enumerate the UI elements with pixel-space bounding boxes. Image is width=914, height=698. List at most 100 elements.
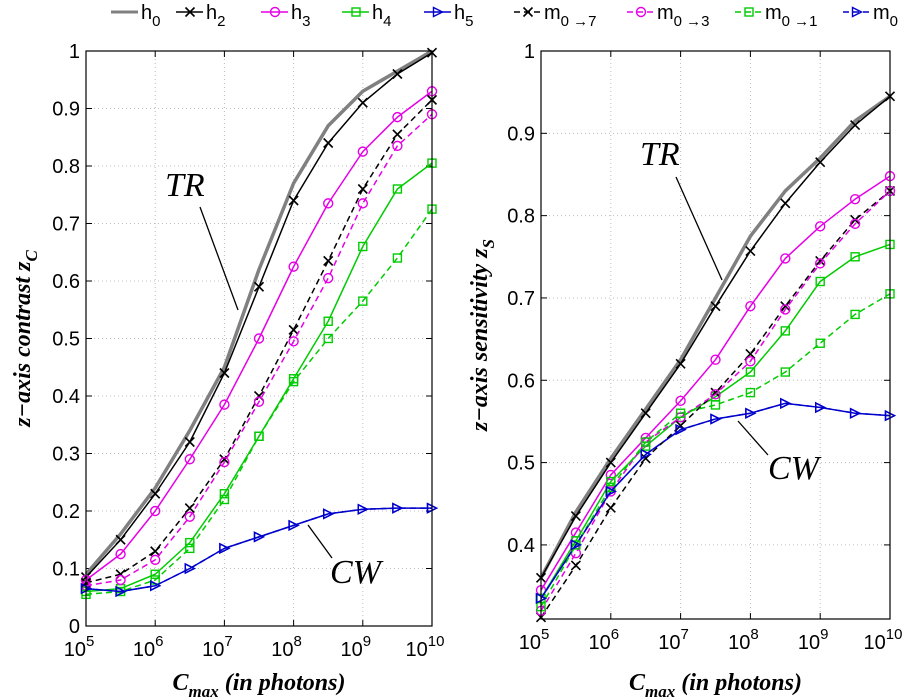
x-tick-exponent: 7 [681, 626, 689, 643]
y-tick-label: 0.4 [507, 535, 535, 557]
legend-label-sub: 5 [465, 13, 473, 30]
data-point-m07 [288, 324, 299, 335]
x-axis-label-sub: max [189, 682, 220, 698]
x-tick-label: 106 [133, 633, 164, 661]
data-point-m01 [850, 309, 860, 320]
data-point-m01 [358, 296, 368, 306]
y-tick-label: 0.5 [52, 329, 80, 351]
data-point-m03 [780, 304, 791, 315]
y-axis-label-sub: C [22, 250, 41, 262]
legend-label-h5: h5 [454, 2, 473, 30]
data-point-h2 [115, 534, 126, 545]
data-point-h2 [815, 157, 826, 168]
series-line-h0 [84, 49, 433, 576]
data-point-h4 [358, 241, 368, 252]
y-axis-label: z−axis contrast zC [10, 250, 41, 428]
x-tick-exponent: 8 [294, 633, 302, 650]
data-point-m03 [184, 511, 196, 522]
legend-item-h4: h4 [342, 2, 391, 30]
legend-item-h0: h0 [111, 2, 160, 30]
data-point-h3 [745, 300, 756, 312]
legend-label-base: m [873, 2, 890, 24]
data-point-h4 [323, 316, 333, 326]
data-point-m0 [150, 580, 162, 592]
x-axis-label-base: C [629, 670, 646, 696]
y-tick-label: 0.1 [52, 559, 80, 581]
x-tick-exponent: 7 [224, 633, 232, 650]
data-point-m03 [323, 272, 334, 284]
data-point-h4 [780, 326, 790, 336]
x-axis-label: Cmax (in photons) [629, 670, 802, 698]
x-tick-exponent: 10 [886, 626, 903, 643]
x-axis-label: Cmax (in photons) [173, 670, 346, 698]
y-axis-label-sub: S [479, 239, 498, 248]
legend-marker-m01 [744, 7, 754, 17]
legend-label-base: h [206, 2, 217, 24]
data-point-m01 [675, 408, 686, 418]
x-tick-base: 10 [271, 639, 293, 661]
legend-label-base: m [657, 2, 674, 24]
data-point-m0 [640, 448, 652, 460]
data-point-h2 [219, 367, 230, 379]
legend-label-base: m [765, 2, 782, 24]
data-point-m0 [357, 503, 369, 515]
data-point-h3 [323, 198, 334, 209]
data-point-h3 [288, 261, 299, 272]
x-axis-label-rest: (in photons) [675, 670, 802, 696]
data-point-h2 [288, 195, 299, 206]
legend-label-h0: h0 [141, 2, 160, 30]
annotation-pointer [737, 420, 769, 456]
data-point-m07 [780, 301, 791, 312]
x-tick-base: 10 [406, 639, 428, 661]
y-tick-label: 0.6 [507, 370, 535, 392]
legend-item-m07: m0 →7 [514, 2, 597, 30]
x-tick-base: 10 [864, 632, 886, 654]
x-tick-label: 1010 [406, 633, 445, 661]
annotation-pointer [199, 206, 239, 311]
series-line-h3 [540, 175, 891, 591]
series-line-h3 [85, 90, 433, 581]
data-point-h2 [710, 301, 721, 312]
x-tick-base: 10 [798, 632, 820, 654]
x-tick-label: 109 [798, 626, 829, 654]
y-tick-label: 0.7 [52, 214, 80, 236]
x-tick-base: 10 [519, 632, 541, 654]
y-tick-label: 0.8 [52, 156, 80, 178]
data-point-h4 [392, 184, 403, 194]
legend-label-base: h [454, 2, 465, 24]
legend-marker-m07 [522, 6, 534, 18]
x-tick-exponent: 9 [820, 626, 828, 643]
x-axis-label-sub: max [645, 682, 676, 698]
data-point-m07 [815, 255, 826, 266]
legend-label-sub: 0 →3 [674, 13, 710, 30]
legend-label-h3: h3 [291, 2, 310, 30]
legend: h0 h2 h3 h4 h5 m0 →7 m0 →3 m0 →1 m0 [111, 2, 898, 30]
y-axis-label-base: z−axis sensitivity z [467, 248, 493, 432]
axes-frame [85, 50, 433, 627]
data-point-h3 [605, 469, 616, 481]
series-line-m01 [540, 293, 891, 608]
data-point-m07 [392, 129, 403, 140]
legend-item-h3: h3 [261, 2, 310, 30]
legend-label-h4: h4 [372, 2, 391, 30]
legend-label-m0: m0 [873, 2, 898, 30]
data-point-m07 [605, 502, 616, 513]
data-point-h3 [115, 548, 126, 560]
x-tick-base: 10 [658, 632, 680, 654]
legend-label-sub: 0 →7 [561, 13, 597, 30]
data-point-h4 [150, 569, 160, 579]
data-point-m01 [254, 431, 264, 441]
x-tick-label: 107 [202, 633, 233, 661]
data-point-m0 [392, 502, 404, 514]
y-tick-label: 0.5 [507, 453, 535, 475]
legend-label-sub: 3 [302, 13, 310, 30]
x-tick-exponent: 10 [428, 633, 445, 650]
x-tick-base: 10 [728, 632, 750, 654]
data-point-m0 [184, 562, 196, 575]
x-tick-exponent: 6 [611, 626, 619, 643]
series-line-m07 [540, 190, 891, 618]
data-point-m0 [675, 424, 687, 436]
data-point-h2 [640, 408, 651, 419]
data-point-m0 [815, 401, 827, 414]
x-tick-exponent: 5 [541, 626, 549, 643]
